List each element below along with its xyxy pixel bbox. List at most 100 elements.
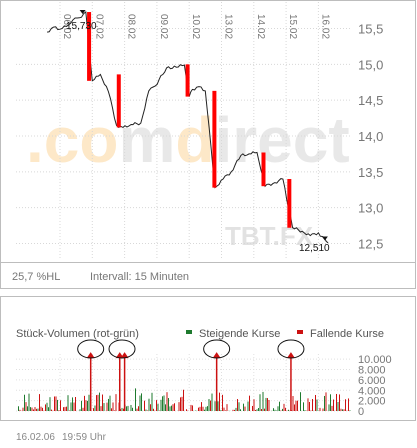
volume-bar xyxy=(293,396,294,411)
volume-bar xyxy=(71,402,72,411)
hl-label: 25,7 %HL xyxy=(12,271,60,283)
price-x-tick-label: 09.02 xyxy=(158,14,169,39)
volume-bar xyxy=(29,394,30,411)
price-x-tick-label: 14.02 xyxy=(255,14,266,39)
volume-bar xyxy=(74,403,75,411)
volume-bar xyxy=(30,407,31,411)
price-drop-bar xyxy=(117,74,121,127)
volume-bar xyxy=(149,399,150,411)
volume-bar xyxy=(348,398,349,411)
volume-bar xyxy=(297,401,298,411)
price-drop-bar xyxy=(186,64,190,96)
volume-bar xyxy=(233,410,234,411)
volume-bar xyxy=(24,395,25,411)
volume-bar xyxy=(180,397,181,411)
volume-bar xyxy=(138,406,139,411)
volume-bar xyxy=(39,394,40,411)
volume-bar xyxy=(111,408,112,411)
volume-bar xyxy=(89,395,90,411)
volume-bar xyxy=(98,395,99,411)
price-drop-bar xyxy=(212,91,216,188)
volume-bar xyxy=(153,409,154,411)
volume-bar xyxy=(245,407,246,411)
volume-bar xyxy=(48,407,49,411)
volume-bar xyxy=(237,399,238,411)
volume-bar xyxy=(18,406,19,411)
volume-bar xyxy=(167,392,168,411)
legend-rise-swatch xyxy=(186,330,192,334)
volume-bar xyxy=(171,406,172,411)
volume-bar xyxy=(59,410,60,411)
volume-bar xyxy=(144,401,145,411)
volume-bar xyxy=(326,392,327,411)
volume-bar xyxy=(132,408,133,411)
volume-bar xyxy=(248,402,249,411)
volume-bar xyxy=(122,408,123,411)
volume-bar xyxy=(186,409,187,411)
volume-bar xyxy=(80,409,81,411)
volume-bar xyxy=(54,396,55,411)
legend-fall-label: Fallende Kurse xyxy=(310,328,384,340)
volume-bar xyxy=(162,396,163,411)
volume-bar xyxy=(210,401,211,411)
volume-bar xyxy=(294,404,295,411)
volume-bar xyxy=(140,396,141,411)
volume-bar xyxy=(288,410,289,411)
volume-bar xyxy=(198,408,199,411)
volume-bar xyxy=(234,410,235,411)
footer-time: 19:59 Uhr xyxy=(62,432,107,443)
volume-bar xyxy=(60,400,61,411)
volume-bar xyxy=(236,408,237,411)
volume-bar xyxy=(266,398,267,411)
volume-bar xyxy=(128,406,129,411)
volume-bar xyxy=(63,407,64,411)
volume-bar xyxy=(141,393,142,411)
volume-bar xyxy=(341,409,342,411)
volume-bar xyxy=(170,406,171,411)
volume-bar xyxy=(345,399,346,411)
volume-bar xyxy=(333,400,334,411)
volume-bar xyxy=(332,406,333,411)
price-x-tick-label: 10.02 xyxy=(190,14,201,39)
price-y-tick-label: 14,0 xyxy=(358,129,383,144)
volume-bar xyxy=(324,396,325,411)
volume-bar xyxy=(168,398,169,411)
price-x-tick-label: 15.02 xyxy=(287,14,298,39)
footer-date: 16.02.06 xyxy=(16,432,55,443)
legend-rise-label: Steigende Kurse xyxy=(199,328,280,340)
volume-bar xyxy=(182,397,183,411)
volume-bar xyxy=(261,409,262,411)
volume-bar xyxy=(126,406,127,411)
volume-bar xyxy=(57,400,58,411)
volume-title: Stück-Volumen (rot-grün) xyxy=(16,328,139,340)
volume-bar xyxy=(260,394,261,411)
volume-bar xyxy=(95,406,96,411)
price-x-tick-label: 08.02 xyxy=(126,14,137,39)
volume-bar xyxy=(36,409,37,411)
volume-bar xyxy=(320,408,321,411)
volume-bar xyxy=(135,388,136,411)
volume-bar xyxy=(165,404,166,411)
volume-bar xyxy=(72,397,73,411)
price-drop-bar xyxy=(261,153,265,187)
volume-bar xyxy=(65,407,66,411)
volume-bar xyxy=(252,406,253,411)
volume-bar xyxy=(204,410,205,411)
volume-bar xyxy=(338,402,339,411)
volume-bar xyxy=(86,400,87,411)
price-y-tick-label: 12,5 xyxy=(358,237,383,252)
legend-fall-swatch xyxy=(297,330,303,334)
volume-bar xyxy=(215,401,216,411)
volume-bar xyxy=(308,398,309,411)
volume-bar xyxy=(284,404,285,411)
price-y-tick-label: 13,5 xyxy=(358,165,383,180)
volume-bar xyxy=(344,409,345,411)
volume-bar xyxy=(27,406,28,411)
volume-bar xyxy=(114,410,115,411)
volume-bar xyxy=(99,393,100,411)
price-y-tick-label: 13,0 xyxy=(358,201,383,216)
volume-bar xyxy=(279,402,280,411)
volume-bar xyxy=(150,404,151,411)
volume-bar xyxy=(35,407,36,411)
